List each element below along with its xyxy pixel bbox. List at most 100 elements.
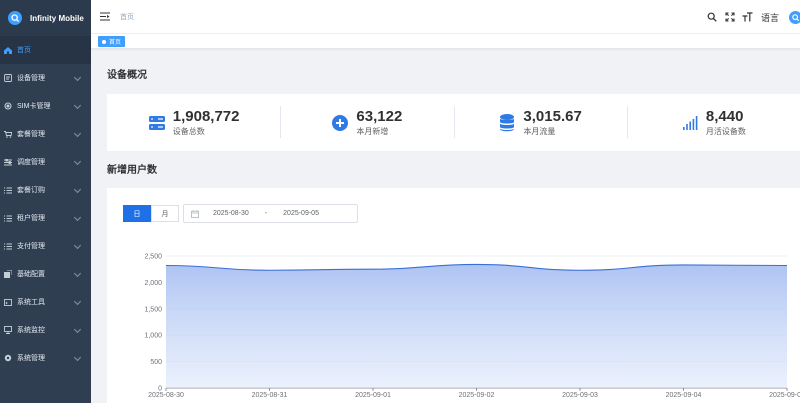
y-tick-label: 500 xyxy=(150,359,162,366)
main-content: 设备概况 1,908,772 设备总数 63,122 本月新增 xyxy=(91,49,800,403)
segment-day[interactable]: 日 xyxy=(123,205,151,222)
stat-label: 本月流量 xyxy=(523,126,556,136)
stat-card: 8,440 月活设备数 xyxy=(626,94,800,151)
sidebar-item-label: 系统工具 xyxy=(17,299,45,306)
monitor-icon xyxy=(3,325,13,335)
stat-value: 3,015.67 xyxy=(523,107,582,125)
chevron-down-icon xyxy=(73,269,82,278)
sidebar-item[interactable]: 系统管理 xyxy=(0,344,91,372)
sidebar-item-label: SIM卡管理 xyxy=(17,103,51,110)
tag-home[interactable]: 首页 xyxy=(98,36,126,47)
stat-label: 本月新增 xyxy=(356,126,389,136)
chevron-down-icon xyxy=(73,325,82,334)
stat-card: 63,122 本月新增 xyxy=(280,94,453,151)
logo[interactable]: Infinity Mobile xyxy=(0,0,91,36)
chevron-down-icon xyxy=(73,297,82,306)
sidebar-item-label: 首页 xyxy=(17,47,31,54)
avatar[interactable] xyxy=(789,10,800,24)
x-tick-label: 2025-09-02 xyxy=(459,392,495,399)
chevron-down-icon xyxy=(73,353,82,362)
overview-title: 设备概况 xyxy=(107,70,147,81)
sidebar-item-label: 租户管理 xyxy=(17,215,45,222)
sidebar-item[interactable]: 调度管理 xyxy=(0,148,91,176)
device-icon xyxy=(3,73,13,83)
calendar-icon xyxy=(191,209,199,218)
sidebar-item-label: 套餐订购 xyxy=(17,187,45,194)
chevron-down-icon xyxy=(73,73,82,82)
sidebar-item[interactable]: 首页 xyxy=(0,36,91,64)
y-tick-label: 2,500 xyxy=(144,254,162,261)
stat-label: 月活设备数 xyxy=(705,126,746,136)
fullscreen-icon[interactable] xyxy=(723,10,737,24)
sliders-icon xyxy=(3,157,13,167)
stats-panel: 1,908,772 设备总数 63,122 本月新增 3,015.67 xyxy=(107,94,800,151)
sidebar-item-label: 调度管理 xyxy=(17,159,45,166)
new-users-title: 新增用户数 xyxy=(107,165,157,176)
sidebar-item-label: 套餐管理 xyxy=(17,131,45,138)
chevron-down-icon xyxy=(73,157,82,166)
chevron-down-icon xyxy=(73,101,82,110)
x-tick-label: 2025-09-01 xyxy=(355,392,391,399)
sidebar-item-label: 设备管理 xyxy=(17,75,45,82)
sidebar-item-label: 系统监控 xyxy=(17,327,45,334)
sidebar-item-label: 基础配置 xyxy=(17,271,45,278)
list-icon xyxy=(3,185,13,195)
logo-icon xyxy=(8,11,22,25)
sidebar-item[interactable]: 系统监控 xyxy=(0,316,91,344)
x-tick-label: 2025-08-31 xyxy=(252,392,288,399)
period-toggle: 日 月 xyxy=(123,205,179,222)
chevron-down-icon xyxy=(73,241,82,250)
list-icon xyxy=(3,213,13,223)
navbar: 首页 语言 xyxy=(91,0,800,34)
y-tick-label: 2,000 xyxy=(144,280,162,287)
app-title: Infinity Mobile xyxy=(30,13,84,23)
y-tick-label: 1,500 xyxy=(144,306,162,313)
chevron-down-icon xyxy=(73,213,82,222)
breadcrumb[interactable]: 首页 xyxy=(120,13,134,21)
tags-view: 首页 xyxy=(91,34,800,49)
stat-value: 8,440 xyxy=(705,107,744,125)
sidebar-menu: 首页设备管理 SIM卡管理 套餐管理调度管理套餐订购租户管理支付管理基础配置系统工具… xyxy=(0,36,91,372)
hamburger-icon[interactable] xyxy=(100,12,110,21)
date-end[interactable]: 2025-09-05 xyxy=(283,210,319,217)
gear-icon xyxy=(3,353,13,363)
sidebar-item[interactable]: 套餐订购 xyxy=(0,176,91,204)
x-tick-label: 2025-09-03 xyxy=(562,392,598,399)
sidebar-item[interactable]: 系统工具 xyxy=(0,288,91,316)
search-icon[interactable] xyxy=(705,10,719,24)
sidebar-item[interactable]: 租户管理 xyxy=(0,204,91,232)
date-range-picker[interactable]: 2025-08-30 - 2025-09-05 xyxy=(183,204,358,223)
x-tick-label: 2025-09-05 xyxy=(769,392,800,399)
sidebar-item[interactable]: 基础配置 xyxy=(0,260,91,288)
date-start[interactable]: 2025-08-30 xyxy=(213,210,249,217)
sidebar-item[interactable]: 支付管理 xyxy=(0,232,91,260)
tag-dot xyxy=(102,39,106,44)
sidebar: Infinity Mobile 首页设备管理 SIM卡管理 套餐管理调度管理套餐订购… xyxy=(0,0,91,403)
language-switch[interactable]: 语言 xyxy=(760,12,779,23)
config-icon xyxy=(3,269,13,279)
list-icon xyxy=(3,241,13,251)
signal-icon xyxy=(681,114,699,132)
series-area xyxy=(166,264,787,388)
x-tick-label: 2025-08-30 xyxy=(148,392,184,399)
sidebar-item[interactable]: SIM卡管理 xyxy=(0,92,91,120)
chevron-down-icon xyxy=(73,185,82,194)
stat-value: 63,122 xyxy=(356,107,403,125)
stat-label: 设备总数 xyxy=(172,126,205,136)
sidebar-item[interactable]: 套餐管理 xyxy=(0,120,91,148)
chevron-down-icon xyxy=(73,129,82,138)
sidebar-item[interactable]: 设备管理 xyxy=(0,64,91,92)
segment-month[interactable]: 月 xyxy=(151,205,179,222)
font-size-icon[interactable] xyxy=(741,10,755,24)
plus-circle-icon xyxy=(331,114,349,132)
y-tick-label: 0 xyxy=(158,386,162,393)
tag-label: 首页 xyxy=(109,40,122,46)
cart-icon xyxy=(3,129,13,139)
stat-card: 1,908,772 设备总数 xyxy=(107,94,280,151)
sim-icon xyxy=(3,101,13,111)
x-tick-label: 2025-09-04 xyxy=(666,392,702,399)
home-icon xyxy=(3,45,13,55)
y-tick-label: 1,000 xyxy=(144,333,162,340)
database-icon xyxy=(498,113,516,132)
